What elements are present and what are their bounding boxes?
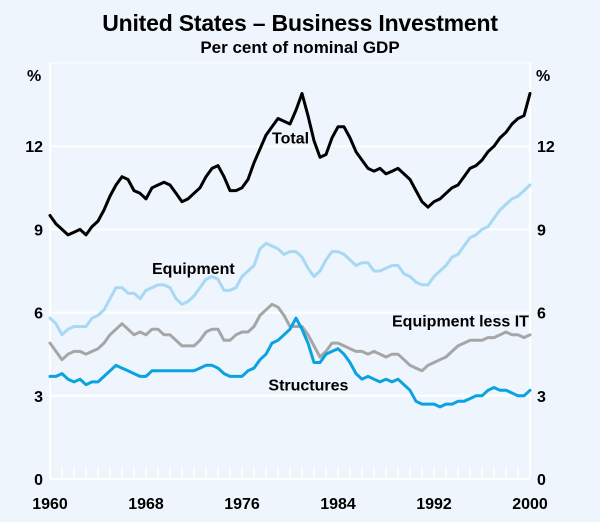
series-line-equipment: [48, 183, 532, 337]
series-label-total: Total: [272, 130, 309, 147]
y-tick-label-right: 12: [537, 139, 555, 156]
y-tick-label-right: 0: [537, 472, 546, 489]
axis-labels: % % 0 0 3 3 6 6 9 9 12 12 1960 1968 1976 1984 1992 2000: [25, 68, 555, 513]
y-tick-label-right: 9: [537, 222, 546, 239]
x-tick-label: 1976: [224, 496, 260, 513]
grid: [50, 145, 530, 397]
y-tick-label-left: 0: [34, 472, 43, 489]
x-tick-label: 1984: [320, 496, 356, 513]
chart-title: United States – Business Investment: [102, 10, 498, 36]
series-line-structures: [48, 316, 532, 409]
series-line-total: [48, 92, 532, 237]
series-label-structures: Structures: [268, 377, 348, 394]
x-tick-label: 1960: [32, 496, 68, 513]
y-tick-label-left: 12: [25, 139, 43, 156]
y-tick-label-right: 6: [537, 306, 546, 323]
y-tick-label-left: 9: [34, 222, 43, 239]
x-tick-label: 2000: [512, 496, 548, 513]
series-label-equipment: Equipment: [152, 261, 235, 278]
x-tick-label: 1992: [416, 496, 452, 513]
series-labels: Total Equipment Equipment less IT Structure…: [152, 130, 529, 394]
series-lines: [48, 92, 532, 409]
y-tick-label-right: 3: [537, 389, 546, 406]
x-minor-ticks: [61, 467, 519, 479]
y-axis-unit-left: %: [27, 68, 41, 85]
y-tick-label-left: 6: [34, 306, 43, 323]
x-tick-label: 1968: [128, 496, 164, 513]
y-tick-label-left: 3: [34, 389, 43, 406]
chart-subtitle: Per cent of nominal GDP: [200, 38, 400, 57]
y-axis-unit-right: %: [536, 68, 550, 85]
series-label-equipment-less-it: Equipment less IT: [392, 313, 529, 330]
